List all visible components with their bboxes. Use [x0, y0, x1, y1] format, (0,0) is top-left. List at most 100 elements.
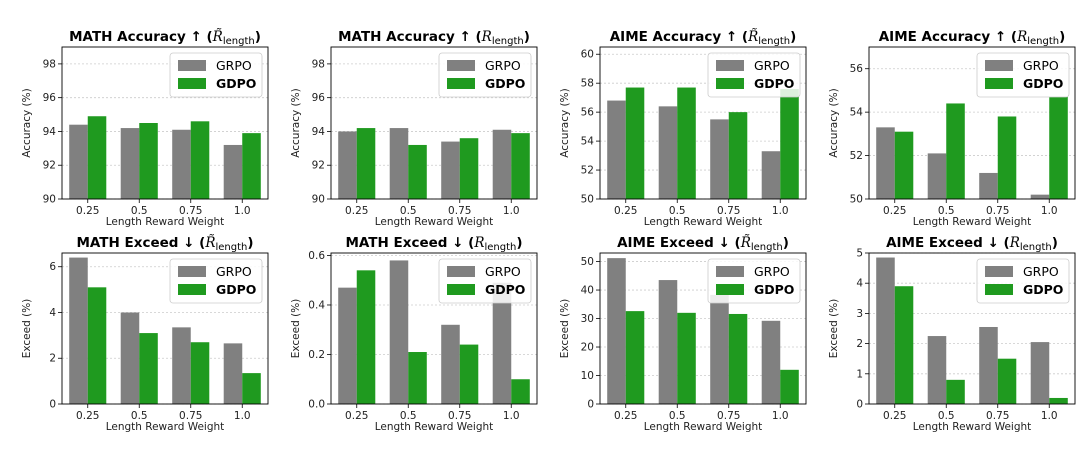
legend-label-gdpo: GDPO — [754, 76, 794, 91]
title-main: AIME Accuracy ↑ ( — [610, 29, 748, 45]
y-tick-label: 3 — [856, 308, 863, 320]
bar-grpo-0.5 — [927, 336, 947, 404]
legend-swatch-gdpo — [178, 284, 206, 295]
x-axis-label: Length Reward Weight — [106, 421, 225, 433]
y-tick-label: 0.0 — [308, 399, 325, 411]
y-tick-label: 0.6 — [308, 250, 325, 262]
y-tick-label: 0.4 — [308, 299, 325, 311]
x-tick-label: 1.0 — [772, 410, 789, 422]
title-metric: R̃ — [204, 235, 215, 251]
legend-swatch-gdpo — [716, 284, 744, 295]
legend: GRPO GDPO — [976, 258, 1070, 304]
x-tick-label: 0.5 — [669, 205, 686, 217]
legend: GRPO GDPO — [707, 258, 801, 304]
chart-title: MATH Exceed ↓ (Rlength) — [345, 235, 522, 253]
title-subscript: length — [1027, 36, 1059, 47]
x-tick-label: 0.75 — [179, 205, 202, 217]
title-metric: R̃ — [212, 29, 223, 45]
bar-grpo-0.75 — [979, 172, 998, 199]
bar-gdpo-1.0 — [511, 379, 530, 404]
legend: GRPO GDPO — [438, 258, 532, 304]
bar-grpo-1.0 — [761, 151, 781, 199]
bar-gdpo-0.25 — [894, 286, 914, 404]
chart-panel-7: 0 10 20 30 40 50 0.25 0.5 0.75 1.0 Length Reward W… — [559, 235, 807, 433]
y-tick-label: 50 — [581, 194, 594, 206]
y-tick-label: 40 — [581, 285, 594, 297]
bar-gdpo-1.0 — [1049, 397, 1068, 404]
title-close: ) — [516, 235, 522, 251]
legend: GRPO GDPO — [976, 52, 1070, 98]
bar-grpo-0.25 — [69, 124, 88, 199]
chart-title: AIME Accuracy ↑ (Rlength) — [879, 29, 1066, 47]
bar-grpo-0.5 — [120, 128, 140, 199]
bar-grpo-0.25 — [607, 100, 626, 199]
title-metric: R — [481, 29, 492, 45]
legend-label-gdpo: GDPO — [216, 76, 256, 91]
x-tick-label: 0.25 — [345, 410, 368, 422]
title-subscript: length — [1020, 242, 1052, 253]
title-main: AIME Exceed ↓ ( — [886, 235, 1010, 251]
y-tick-label: 94 — [43, 126, 57, 138]
y-tick-label: 30 — [581, 313, 594, 325]
legend: GRPO GDPO — [169, 52, 263, 98]
title-metric: R — [473, 235, 484, 251]
x-tick-label: 1.0 — [772, 205, 789, 217]
x-axis-label: Length Reward Weight — [106, 216, 225, 228]
bar-gdpo-1.0 — [780, 88, 799, 199]
title-main: AIME Accuracy ↑ ( — [879, 29, 1017, 45]
bar-gdpo-0.25 — [625, 87, 645, 199]
bar-grpo-0.75 — [710, 119, 729, 199]
y-tick-label: 0 — [587, 399, 594, 411]
legend-swatch-gdpo — [985, 78, 1013, 89]
bar-grpo-0.25 — [338, 131, 357, 199]
y-axis-label: Exceed (%) — [290, 299, 302, 359]
bar-gdpo-0.25 — [894, 131, 914, 199]
legend-label-gdpo: GDPO — [485, 76, 525, 91]
x-tick-label: 0.75 — [717, 410, 740, 422]
x-tick-label: 0.25 — [345, 205, 368, 217]
x-tick-label: 1.0 — [503, 205, 520, 217]
bar-grpo-0.75 — [441, 324, 460, 404]
axes-frame — [868, 252, 1076, 405]
y-tick-label: 96 — [312, 92, 326, 104]
x-axis-label: Length Reward Weight — [375, 421, 494, 433]
bar-grpo-0.25 — [876, 127, 895, 199]
y-tick-label: 92 — [312, 160, 325, 172]
y-tick-label: 50 — [850, 194, 863, 206]
title-metric: R̃ — [740, 235, 751, 251]
y-tick-label: 98 — [43, 58, 56, 70]
bar-grpo-0.25 — [69, 257, 88, 404]
x-axis-label: Length Reward Weight — [375, 216, 494, 228]
chart-title: AIME Exceed ↓ (Rlength) — [886, 235, 1058, 253]
axes-frame — [599, 46, 807, 200]
legend-label-gdpo: GDPO — [1023, 76, 1063, 91]
bar-grpo-0.5 — [927, 153, 947, 199]
legend-swatch-gdpo — [447, 78, 475, 89]
bar-grpo-1.0 — [223, 144, 243, 199]
legend-swatch-grpo — [178, 60, 206, 71]
y-tick-label: 90 — [312, 194, 325, 206]
bar-gdpo-1.0 — [242, 373, 261, 404]
title-main: MATH Accuracy ↑ ( — [338, 29, 482, 45]
title-subscript: length — [751, 242, 783, 253]
bar-gdpo-1.0 — [1049, 96, 1068, 199]
legend-swatch-gdpo — [447, 284, 475, 295]
x-tick-label: 0.75 — [717, 205, 740, 217]
legend-label-gdpo: GDPO — [754, 282, 794, 297]
y-tick-label: 52 — [850, 150, 863, 162]
bar-gdpo-1.0 — [511, 133, 530, 199]
chart-panel-6: 0.0 0.2 0.4 0.6 0.25 0.5 0.75 1.0 Length Reward … — [290, 235, 538, 433]
chart-panel-1: 90 92 94 96 98 0.25 0.5 0.75 1.0 Length Reward We… — [21, 29, 269, 228]
chart-panel-5: 0 2 4 6 0.25 0.5 0.75 1.0 Length Reward Weight Ex… — [21, 235, 269, 433]
legend: GRPO GDPO — [707, 52, 801, 98]
chart-title: MATH Exceed ↓ (R̃length) — [76, 235, 253, 253]
bar-gdpo-0.5 — [677, 87, 696, 199]
y-tick-label: 2 — [49, 353, 56, 365]
bar-grpo-0.5 — [389, 128, 409, 199]
bar-gdpo-1.0 — [780, 369, 799, 404]
bar-grpo-0.75 — [172, 327, 191, 404]
y-tick-label: 50 — [581, 256, 594, 268]
bar-gdpo-0.5 — [946, 103, 965, 199]
bar-gdpo-0.25 — [87, 287, 107, 404]
y-tick-label: 0 — [856, 399, 863, 411]
